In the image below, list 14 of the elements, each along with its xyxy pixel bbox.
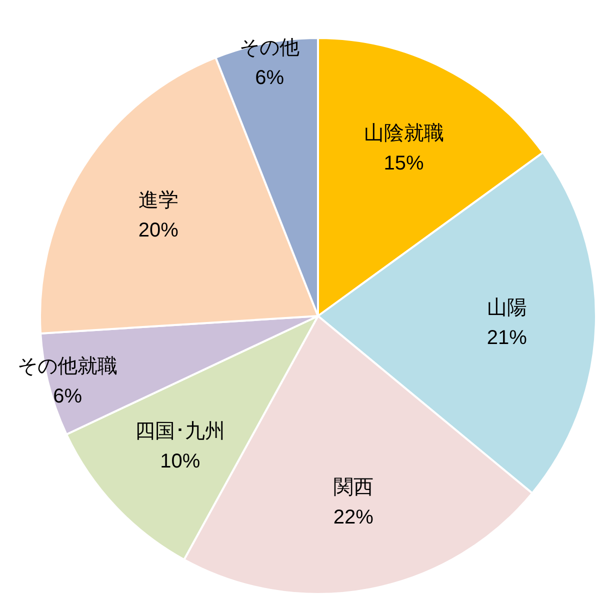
slice-label: 四国･九州 [135,420,226,442]
data-label: 10% [160,450,200,472]
data-label: 6% [255,67,284,90]
data-label: 21% [486,326,528,349]
slice-label: その他就職 [18,355,118,378]
data-label: 20% [138,220,179,242]
slice-label: その他 [240,37,300,60]
data-label: 6% [53,385,82,408]
slice-label: 山陽 [486,296,527,319]
slice-label: 進学 [138,190,178,212]
data-label: 22% [333,506,374,529]
slice-label: 関西 [333,476,374,499]
data-label: 15% [384,152,424,175]
slice-label: 山陰就職 [364,122,444,145]
